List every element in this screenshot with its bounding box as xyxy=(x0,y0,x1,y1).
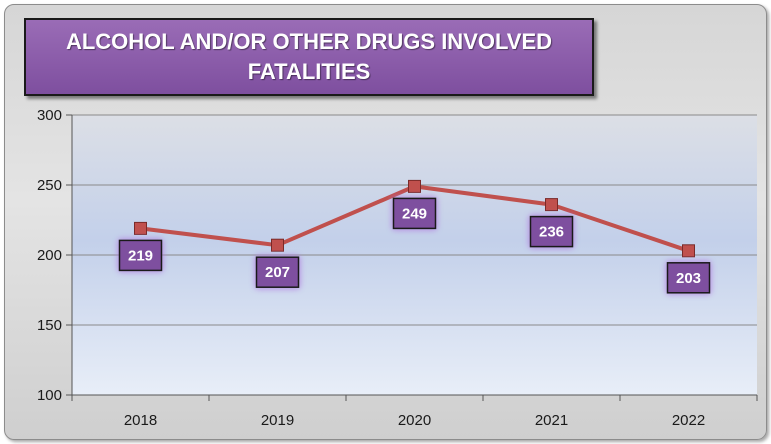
chart-title-box: ALCOHOL AND/OR OTHER DRUGS INVOLVED FATA… xyxy=(24,18,594,96)
data-label-box xyxy=(255,256,300,288)
data-label: 219 xyxy=(117,238,164,273)
data-point-marker xyxy=(271,238,284,252)
x-tick-label: 2022 xyxy=(672,412,705,429)
data-point-marker xyxy=(408,179,421,193)
y-axis-ticks: 300 250 200 150 100 xyxy=(37,107,72,404)
y-tick-label: 100 xyxy=(37,387,62,404)
x-axis-ticks: 2018 2019 2020 2021 2022 xyxy=(71,395,758,429)
x-tick-label: 2018 xyxy=(124,412,157,429)
data-label-box xyxy=(529,215,574,248)
data-label-value: 236 xyxy=(539,224,564,241)
y-tick-label: 300 xyxy=(37,107,62,124)
data-label: 249 xyxy=(391,196,438,231)
chart-title: ALCOHOL AND/OR OTHER DRUGS INVOLVED FATA… xyxy=(65,29,553,84)
data-label-box xyxy=(392,197,437,230)
data-label-box xyxy=(666,262,711,294)
data-label-value: 207 xyxy=(265,264,290,281)
data-label-box xyxy=(118,239,163,272)
x-tick-label: 2020 xyxy=(398,412,431,429)
data-label-value: 219 xyxy=(128,247,153,264)
data-label: 203 xyxy=(665,260,712,295)
y-tick-label: 200 xyxy=(37,247,62,264)
data-label: 207 xyxy=(254,255,301,290)
data-label-value: 249 xyxy=(402,205,427,222)
data-point-marker xyxy=(545,198,558,212)
data-point-marker xyxy=(134,221,147,235)
series-markers xyxy=(134,179,695,258)
data-label-value: 203 xyxy=(676,270,701,287)
x-tick-label: 2021 xyxy=(535,412,568,429)
data-labels: 219 207 249 236 203 xyxy=(117,196,712,295)
y-tick-label: 250 xyxy=(37,177,62,194)
x-tick-label: 2019 xyxy=(261,412,294,429)
data-label: 236 xyxy=(528,214,575,249)
y-tick-label: 150 xyxy=(37,317,62,334)
data-point-marker xyxy=(682,244,695,258)
